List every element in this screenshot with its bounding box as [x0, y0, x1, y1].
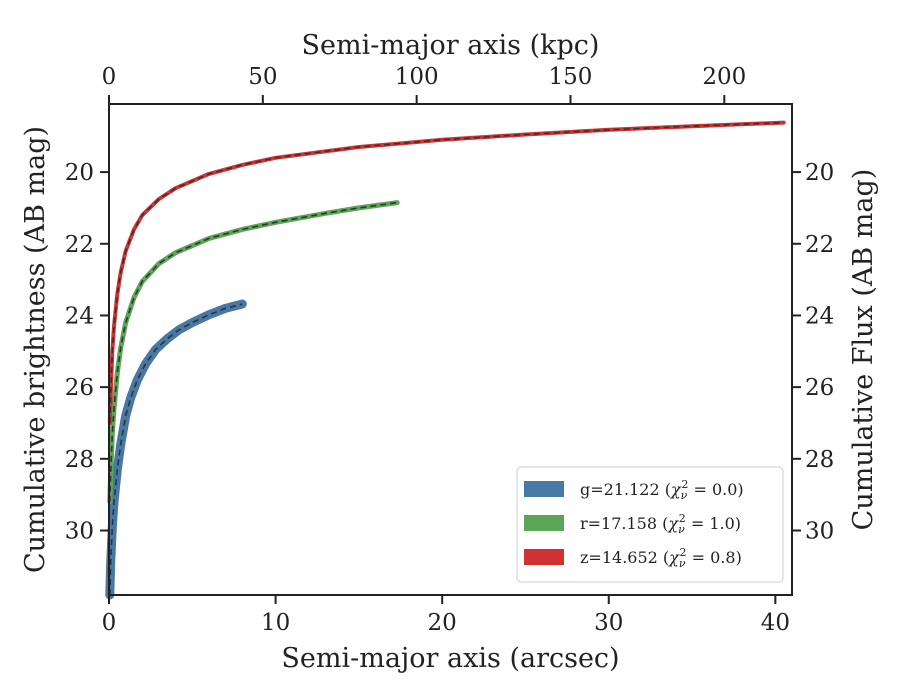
y-tick-label: 26 — [65, 375, 94, 401]
legend-label-g: g=21.122 (χν2 = 0.0) — [580, 478, 744, 502]
x2-tick-label: 100 — [395, 64, 439, 90]
legend-label-z: z=14.652 (χν2 = 0.8) — [580, 546, 742, 570]
legend-label-r: r=17.158 (χν2 = 1.0) — [580, 512, 741, 536]
curve-layer — [105, 120, 786, 600]
x2-axis-title: Semi-major axis (kpc) — [302, 30, 600, 61]
y2-tick-label: 20 — [805, 160, 834, 186]
y-tick-label: 24 — [65, 303, 94, 329]
x2-tick-label: 0 — [102, 64, 117, 90]
x2-tick-label: 150 — [549, 64, 593, 90]
x-tick-label: 20 — [428, 610, 457, 636]
x-tick-label: 40 — [761, 610, 790, 636]
series-z-band — [107, 120, 786, 425]
tick-layer: 0 10 20 30 40 0 50 100 150 200 20 20 22 22 24 24 26 26 28 2… — [65, 64, 835, 636]
series-g-band — [105, 299, 247, 600]
plot-frame — [108, 103, 793, 596]
y2-tick-label: 22 — [805, 232, 834, 258]
legend-swatch-z — [524, 549, 564, 565]
y-tick-label: 22 — [65, 232, 94, 258]
x-tick-label: 10 — [261, 610, 290, 636]
y-tick-label: 28 — [65, 447, 94, 473]
series-z-model-line — [109, 121, 784, 424]
x-axis-title: Semi-major axis (arcsec) — [281, 643, 619, 674]
series-r-model-line — [109, 201, 398, 502]
x-tick-label: 0 — [102, 610, 117, 636]
x-tick-label: 30 — [594, 610, 623, 636]
y-axis-title: Cumulative brightness (AB mag) — [20, 126, 51, 573]
y2-axis-title: Cumulative Flux (AB mag) — [848, 169, 879, 531]
y2-tick-label: 26 — [805, 375, 834, 401]
legend-swatch-g — [524, 481, 564, 497]
legend-box — [516, 466, 784, 583]
y2-tick-label: 24 — [805, 303, 834, 329]
y2-tick-label: 28 — [805, 447, 834, 473]
legend-swatch-r — [524, 515, 564, 531]
legend: g=21.122 (χν2 = 0.0) r=17.158 (χν2 = 1.0)… — [516, 466, 784, 583]
y2-tick-label: 30 — [805, 518, 834, 544]
x2-tick-label: 200 — [702, 64, 746, 90]
y-tick-label: 30 — [65, 518, 94, 544]
y-tick-label: 20 — [65, 160, 94, 186]
x2-tick-label: 50 — [248, 64, 277, 90]
series-g-model-line — [109, 303, 243, 596]
